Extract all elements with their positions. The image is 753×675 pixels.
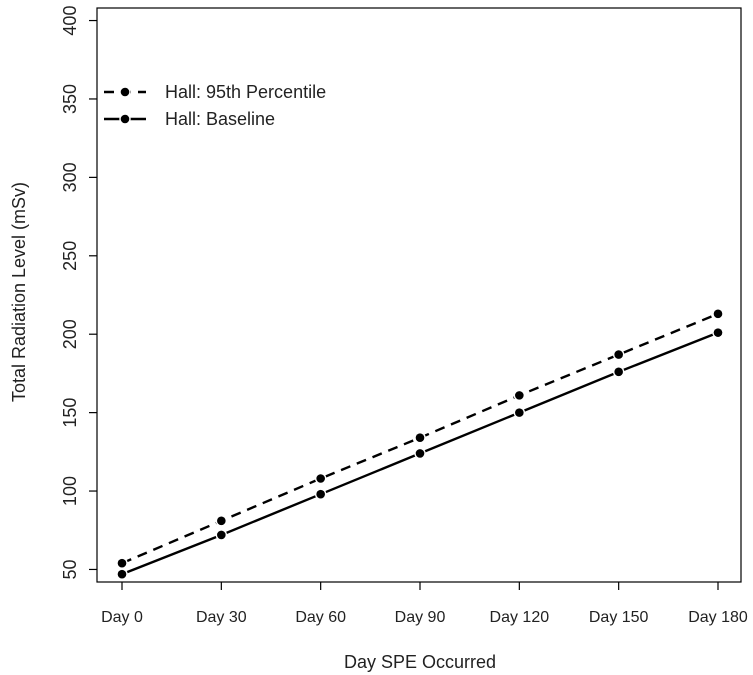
series-1-point (415, 449, 425, 458)
series-1-point (117, 569, 127, 579)
y-tick-label: 50 (60, 559, 80, 579)
plot-frame (96, 7, 742, 583)
y-tick-label: 400 (60, 6, 80, 36)
x-tick-label: Day 180 (688, 609, 748, 626)
y-tick-label: 250 (60, 241, 80, 271)
legend-label-1: Hall: Baseline (165, 109, 275, 129)
series-0-point (217, 516, 226, 526)
x-tick-label: Day 0 (101, 609, 143, 626)
y-tick-label: 200 (60, 319, 80, 349)
legend-marker-1 (120, 114, 130, 124)
series-0-point (713, 309, 723, 319)
series-1-point (316, 489, 325, 499)
x-tick-label: Day 150 (589, 609, 649, 626)
series-0-point (117, 558, 127, 568)
series-1-point (713, 328, 723, 337)
series-1-point (515, 408, 524, 417)
x-tick-label: Day 120 (490, 609, 550, 626)
plot-layer: 50 100 150 200 250 300 350 400 Day 0 Day 30 Day 60… (60, 6, 748, 626)
series-0-point (515, 391, 524, 400)
y-axis-label: Total Radiation Level (mSv) (9, 182, 29, 402)
x-tick-label: Day 60 (295, 609, 346, 626)
y-tick-label: 100 (60, 476, 80, 506)
series-1-point (614, 367, 623, 377)
x-tick-label: Day 30 (196, 609, 247, 626)
x-tick-label: Day 90 (395, 609, 446, 626)
series-0-point (614, 350, 623, 359)
series-1-point (217, 530, 226, 540)
y-tick-label: 150 (60, 398, 80, 428)
x-axis-label: Day SPE Occurred (344, 652, 496, 672)
legend-label-0: Hall: 95th Percentile (165, 82, 326, 102)
series-0-point (415, 433, 425, 443)
legend: Hall: 95th Percentile Hall: Baseline (104, 82, 326, 129)
series-0-point (316, 474, 325, 483)
series-layer (116, 308, 724, 580)
y-tick-label: 300 (60, 162, 80, 192)
legend-marker-0 (120, 87, 130, 97)
y-tick-label: 350 (60, 84, 80, 114)
